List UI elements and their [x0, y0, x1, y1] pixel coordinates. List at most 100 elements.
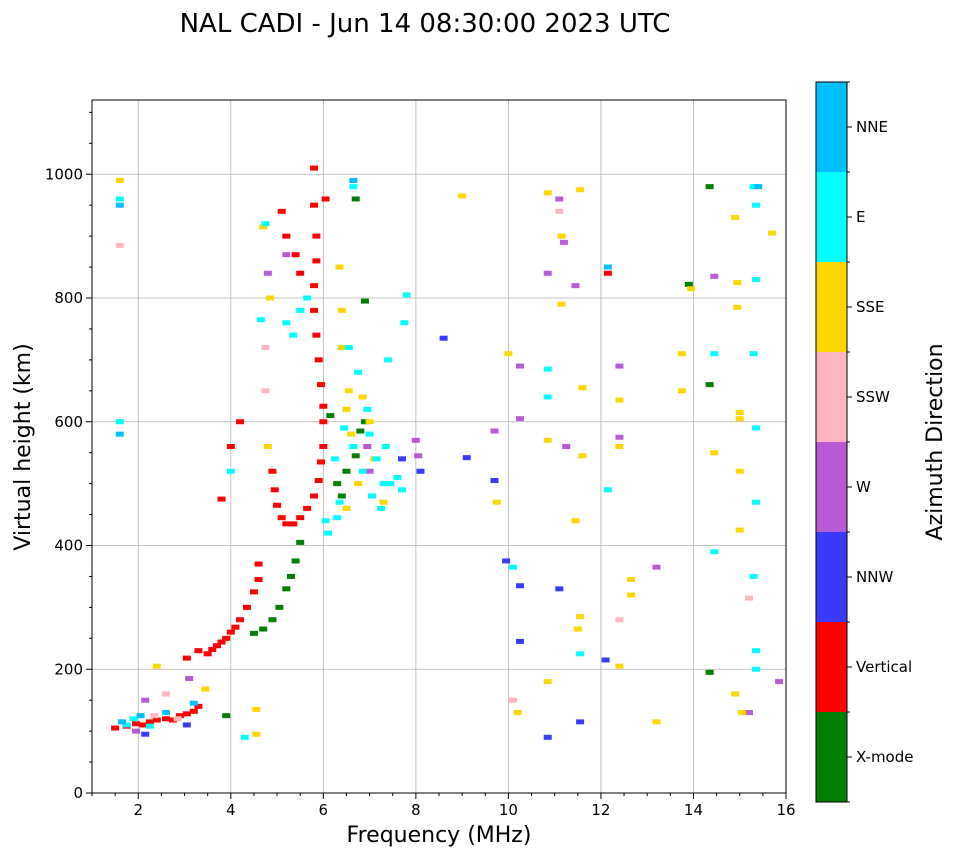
colorbar-tick-label: E [856, 208, 865, 226]
data-point [344, 388, 353, 394]
series-sse [115, 177, 777, 737]
data-point [677, 351, 686, 357]
data-point [152, 717, 161, 723]
data-point [705, 184, 714, 190]
data-point [402, 292, 411, 298]
data-point [259, 626, 268, 632]
data-point [118, 719, 127, 725]
data-points [111, 165, 784, 740]
data-point [416, 468, 425, 474]
colorbar-segment [816, 442, 847, 532]
data-point [337, 493, 346, 499]
data-point [615, 397, 624, 403]
data-point [677, 388, 686, 394]
data-point [652, 719, 661, 725]
data-point [266, 295, 275, 301]
data-point [710, 351, 719, 357]
data-point [509, 564, 518, 570]
x-tick-label: 6 [319, 801, 329, 819]
data-point [559, 239, 568, 245]
colorbar-tick-label: SSE [856, 298, 885, 316]
data-point [275, 604, 284, 610]
data-point [735, 409, 744, 415]
data-point [242, 604, 251, 610]
data-point [543, 734, 552, 740]
data-point [291, 252, 300, 258]
data-point [557, 301, 566, 307]
data-point [314, 357, 323, 363]
plot-background [92, 100, 786, 793]
data-point [705, 669, 714, 675]
data-point [173, 716, 182, 722]
data-point [393, 474, 402, 480]
data-point [217, 639, 226, 645]
data-point [363, 444, 372, 449]
data-point [319, 419, 328, 425]
data-point [282, 233, 291, 239]
data-point [601, 657, 610, 663]
data-point [249, 630, 258, 636]
data-point [335, 499, 344, 505]
data-point [684, 281, 693, 287]
data-point [354, 369, 363, 375]
x-axis-ticks: 2 4 6 8 10 12 14 16 [91, 793, 796, 819]
plot-area: 2 4 6 8 10 12 14 16 0 200 400 600 800 1000 [45, 99, 796, 819]
data-point [282, 521, 291, 527]
data-point [273, 502, 282, 508]
data-point [555, 586, 564, 592]
data-point [162, 716, 171, 722]
data-point [490, 478, 499, 484]
data-point [344, 345, 353, 350]
data-point [490, 428, 499, 434]
data-point [310, 165, 319, 171]
x-axis-label: Frequency (MHz) [347, 823, 532, 848]
data-point [458, 193, 467, 199]
data-point [354, 481, 363, 487]
data-point [277, 208, 286, 214]
data-point [543, 190, 552, 196]
data-point [509, 697, 518, 703]
colorbar-segment [816, 532, 847, 622]
data-point [349, 177, 358, 183]
data-point [386, 481, 395, 487]
x-tick-label: 16 [776, 801, 795, 819]
data-point [115, 177, 124, 183]
data-point [310, 307, 319, 313]
colorbar-frame [815, 81, 848, 803]
data-point [397, 487, 406, 493]
colorbar-tick-label: W [856, 478, 871, 496]
data-point [303, 505, 312, 511]
colorbar-segment [816, 82, 847, 172]
data-point [347, 431, 356, 437]
data-point [439, 335, 448, 341]
data-point [261, 388, 270, 394]
y-tick-label: 200 [54, 660, 83, 678]
y-tick-label: 600 [54, 413, 83, 431]
data-point [340, 425, 349, 431]
data-point [330, 456, 339, 462]
series-nnw [141, 335, 610, 740]
data-point [515, 638, 524, 644]
data-point [212, 643, 221, 649]
colorbar-label: Azimuth Direction [923, 343, 948, 540]
data-point [738, 710, 747, 716]
data-point [342, 505, 351, 511]
data-point [236, 419, 245, 425]
data-point [513, 710, 522, 716]
data-point [138, 722, 147, 728]
data-point [351, 453, 360, 459]
data-point [749, 351, 758, 357]
data-point [615, 617, 624, 623]
data-point [317, 459, 326, 465]
data-point [296, 539, 305, 545]
data-point [291, 558, 300, 564]
y-tick-label: 400 [54, 537, 83, 555]
data-point [543, 270, 552, 276]
data-point [314, 478, 323, 484]
chart-title: NAL CADI - Jun 14 08:30:00 2023 UTC [180, 9, 671, 39]
data-point [365, 431, 374, 437]
data-point [749, 184, 758, 190]
data-point [705, 382, 714, 388]
data-point [751, 499, 760, 505]
series-x-mode [222, 184, 714, 719]
